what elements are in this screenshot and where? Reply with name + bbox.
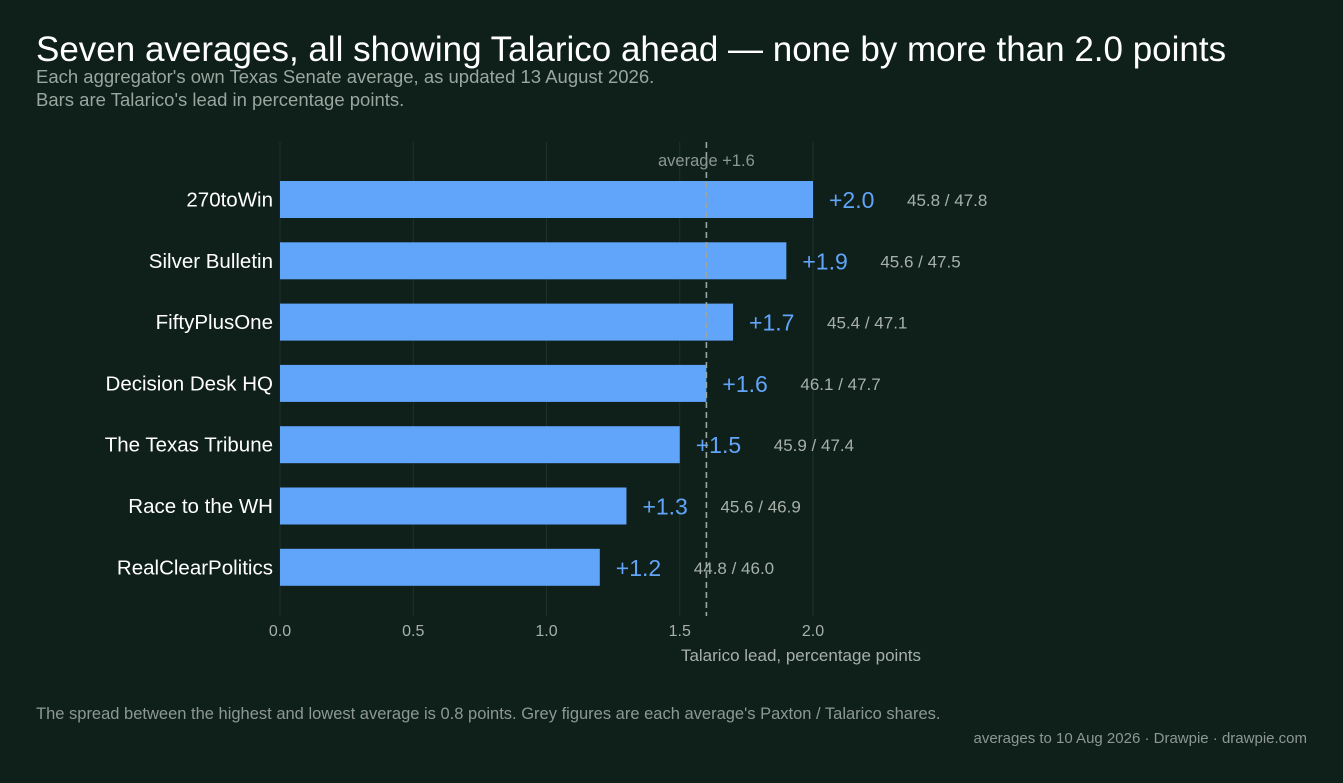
average-reference: average +1.6: [658, 142, 755, 616]
share-label: 45.8 / 47.8: [907, 191, 987, 210]
category-label: FiftyPlusOne: [156, 311, 273, 334]
bar: [280, 426, 680, 464]
x-tick-label: 0.5: [402, 623, 424, 640]
category-label: 270toWin: [186, 189, 273, 212]
bar: [280, 487, 627, 525]
share-label: 46.1 / 47.7: [800, 375, 880, 394]
value-label: +1.5: [696, 432, 741, 458]
bar: [280, 303, 734, 341]
chart-subtitle: Each aggregator's own Texas Senate avera…: [36, 66, 654, 111]
chart-title: Seven averages, all showing Talarico ahe…: [36, 30, 1227, 69]
share-label: 45.6 / 46.9: [720, 498, 800, 517]
source-credit: averages to 10 Aug 2026 · Drawpie · draw…: [973, 730, 1307, 747]
x-axis: 0.0 0.5 1.0 1.5 2.0 Talarico lead, percentage…: [269, 623, 921, 665]
x-axis-label: Talarico lead, percentage points: [681, 646, 921, 665]
share-label: 45.9 / 47.4: [774, 436, 854, 455]
value-label: +1.6: [722, 371, 767, 397]
value-label: +1.3: [642, 494, 687, 520]
bar: [280, 364, 707, 402]
subtitle-line-2: Bars are Talarico's lead in percentage p…: [36, 88, 405, 110]
category-label: RealClearPolitics: [117, 556, 273, 579]
value-label: +2.0: [829, 187, 874, 213]
category-label: The Texas Tribune: [105, 434, 273, 457]
bar: [280, 181, 813, 218]
share-label: 45.4 / 47.1: [827, 314, 907, 333]
value-label: +1.7: [749, 310, 794, 336]
average-label: average +1.6: [658, 152, 755, 170]
x-tick-label: 1.5: [669, 623, 691, 640]
value-label: +1.2: [616, 555, 661, 581]
subtitle-line-1: Each aggregator's own Texas Senate avera…: [36, 66, 655, 87]
x-tick-label: 2.0: [802, 623, 824, 640]
category-label: Race to the WH: [128, 495, 273, 518]
bar: [280, 242, 787, 280]
bar-labels: 270toWin +2.0 45.8 / 47.8 Silver Bulletin +1…: [105, 187, 988, 581]
x-tick-label: 1.0: [535, 623, 557, 640]
category-label: Silver Bulletin: [149, 250, 273, 273]
value-label: +1.9: [802, 248, 847, 274]
bars: [280, 181, 813, 586]
share-label: 45.6 / 47.5: [880, 252, 960, 271]
category-label: Decision Desk HQ: [106, 372, 273, 395]
footnote: The spread between the highest and lowes…: [36, 705, 941, 723]
share-label: 44.8 / 46.0: [694, 559, 774, 578]
bar: [280, 548, 600, 586]
x-tick-label: 0.0: [269, 623, 291, 640]
